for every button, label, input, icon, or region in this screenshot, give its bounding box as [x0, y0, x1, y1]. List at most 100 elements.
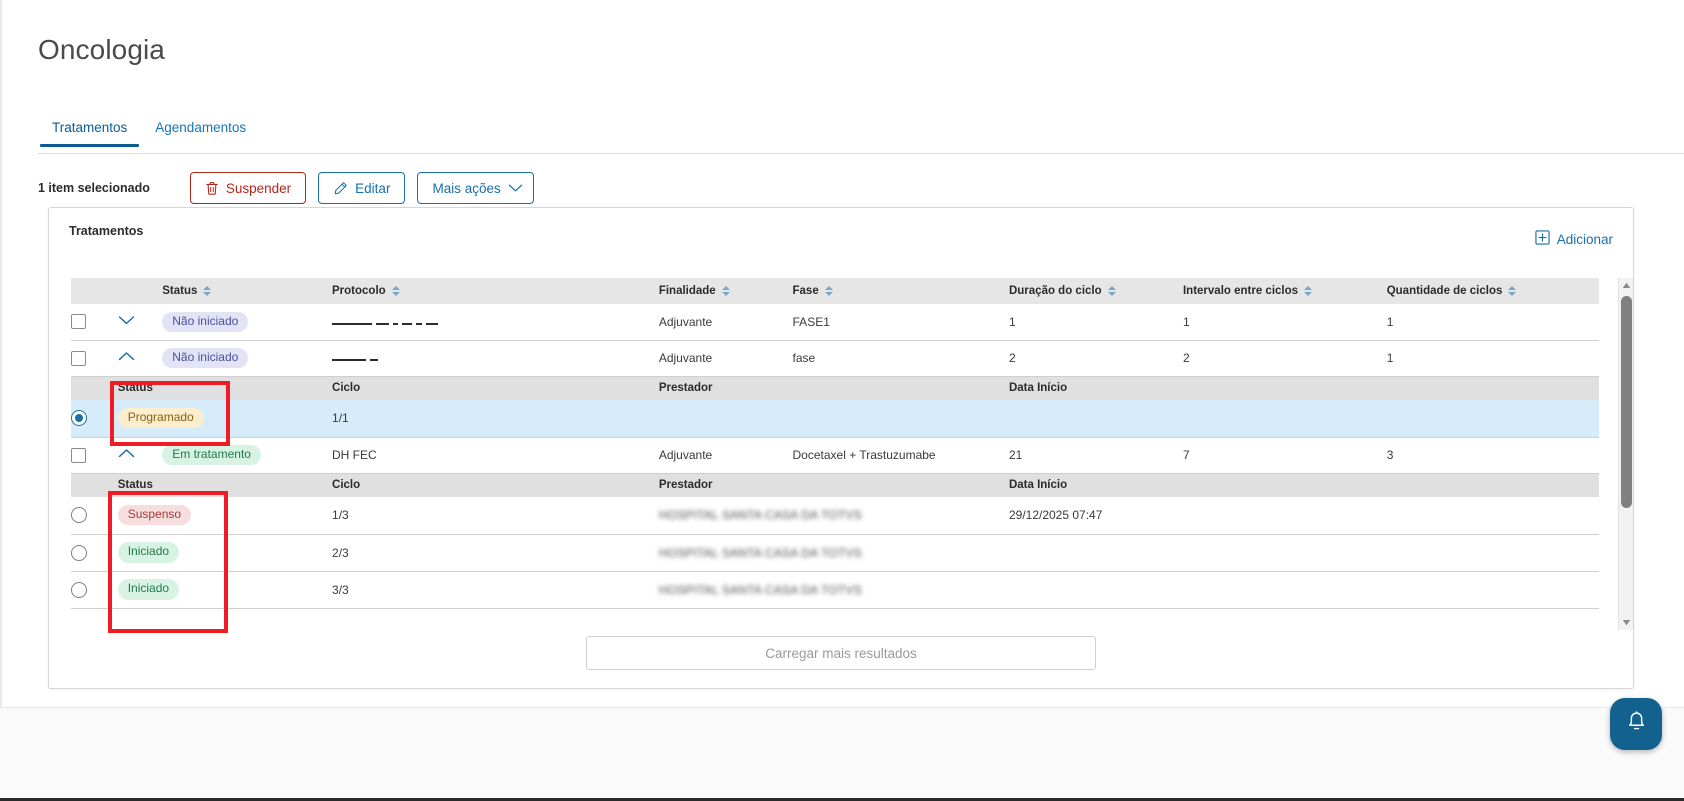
notifications-button[interactable] — [1610, 698, 1662, 750]
row-fase-cell: Docetaxel + Trastuzumabe — [792, 437, 1009, 474]
status-badge: Suspenso — [117, 505, 192, 526]
more-actions-label: Mais ações — [432, 180, 501, 196]
subtable-row[interactable]: Iniciado 3/3 HOSPITAL SANTA CASA DA TOTV… — [71, 571, 1599, 609]
plus-box-icon — [1535, 230, 1550, 248]
treatments-table-wrapper: Status Protocolo Final — [71, 278, 1613, 628]
chevron-up-icon[interactable] — [118, 351, 135, 362]
sort-icon[interactable] — [1304, 285, 1313, 297]
table-body: Não iniciado Adjuvante — [71, 304, 1599, 609]
sort-icon[interactable] — [721, 285, 730, 297]
row-expand-cell — [117, 340, 163, 377]
sort-icon[interactable] — [1107, 285, 1116, 297]
col-status[interactable]: Status — [162, 278, 333, 304]
pencil-icon — [333, 181, 348, 196]
sub-radio-cell — [71, 497, 118, 535]
table-row[interactable]: Não iniciado Adjuvante fase 2 2 1 — [71, 340, 1599, 377]
prestador-redacted: HOSPITAL SANTA CASA DA TOTVS — [658, 545, 862, 560]
col-intervalo-label: Intervalo entre ciclos — [1182, 285, 1299, 297]
row-checkbox[interactable] — [71, 314, 86, 330]
protocolo-redacted — [332, 322, 439, 326]
chevron-down-icon — [508, 183, 523, 193]
col-intervalo[interactable]: Intervalo entre ciclos — [1182, 278, 1387, 304]
sort-icon[interactable] — [391, 285, 400, 297]
sub-col-status: Status — [117, 376, 333, 400]
sub-ciclo-cell: 1/3 — [332, 497, 659, 535]
col-status-label: Status — [162, 285, 198, 297]
table-row[interactable]: Não iniciado Adjuvante — [71, 304, 1599, 341]
sub-radio-cell — [71, 534, 118, 572]
add-button[interactable]: Adicionar — [1535, 230, 1613, 248]
subtable-row[interactable]: Programado 1/1 — [71, 400, 1599, 438]
sub-ciclo-cell: 1/1 — [332, 400, 659, 438]
subtable-header-row: Status Ciclo Prestador Data Início — [71, 473, 1599, 497]
row-expand-cell — [117, 437, 163, 474]
row-intervalo-cell: 1 — [1182, 304, 1387, 341]
row-finalidade-cell: Adjuvante — [658, 304, 793, 341]
table-row[interactable]: Em tratamento DH FEC Adjuvante Docetaxel… — [71, 437, 1599, 474]
card-title: Tratamentos — [69, 224, 144, 238]
sub-col-ciclo: Ciclo — [332, 376, 659, 400]
col-fase-label: Fase — [792, 285, 819, 297]
sort-icon[interactable] — [1508, 285, 1517, 297]
table-header-row: Status Protocolo Final — [71, 278, 1599, 304]
tabs-divider — [38, 153, 1684, 154]
row-quantidade-cell: 1 — [1386, 340, 1599, 377]
sub-row-radio[interactable] — [71, 581, 87, 598]
prestador-redacted: HOSPITAL SANTA CASA DA TOTVS — [658, 508, 862, 523]
sub-prestador-cell: HOSPITAL SANTA CASA DA TOTVS — [658, 571, 1009, 609]
sub-data-cell: 29/12/2025 07:47 — [1008, 497, 1599, 535]
subtable-row[interactable]: Iniciado 2/3 HOSPITAL SANTA CASA DA TOTV… — [71, 534, 1599, 572]
sub-status-cell: Iniciado — [117, 571, 333, 609]
subtable-row[interactable]: Suspenso 1/3 HOSPITAL SANTA CASA DA TOTV… — [71, 497, 1599, 535]
edit-button[interactable]: Editar — [318, 172, 406, 204]
scroll-down-arrow-icon[interactable] — [1619, 615, 1634, 630]
load-more-button[interactable]: Carregar mais resultados — [586, 636, 1096, 670]
row-fase-cell: FASE1 — [792, 304, 1009, 341]
scroll-up-arrow-icon[interactable] — [1619, 278, 1634, 293]
col-fase[interactable]: Fase — [792, 278, 1009, 304]
more-actions-button[interactable]: Mais ações — [417, 172, 534, 204]
sort-icon[interactable] — [203, 285, 212, 297]
tab-tratamentos[interactable]: Tratamentos — [38, 120, 141, 147]
protocolo-redacted — [332, 359, 379, 362]
status-badge: Não iniciado — [162, 347, 249, 369]
row-checkbox[interactable] — [71, 447, 86, 463]
col-protocolo[interactable]: Protocolo — [332, 278, 659, 304]
row-finalidade-cell: Adjuvante — [658, 340, 793, 377]
sort-icon[interactable] — [824, 285, 833, 297]
sub-row-radio[interactable] — [71, 507, 87, 524]
col-expand — [117, 278, 163, 304]
bell-icon — [1626, 710, 1647, 738]
row-duracao-cell: 21 — [1008, 437, 1183, 474]
chevron-down-icon[interactable] — [118, 315, 135, 326]
scrollbar-thumb[interactable] — [1621, 296, 1632, 508]
chevron-up-icon[interactable] — [118, 448, 135, 459]
row-expand-cell — [117, 304, 163, 341]
col-quantidade[interactable]: Quantidade de ciclos — [1386, 278, 1599, 304]
sub-ciclo-cell: 3/3 — [332, 571, 659, 609]
status-badge: Iniciado — [117, 542, 180, 563]
row-status-cell: Em tratamento — [162, 437, 333, 474]
col-finalidade[interactable]: Finalidade — [658, 278, 793, 304]
subtable-header-row: Status Ciclo Prestador Data Início — [71, 376, 1599, 400]
sub-status-cell: Suspenso — [117, 497, 333, 535]
sub-data-cell — [1008, 400, 1599, 438]
sub-row-radio[interactable] — [71, 410, 87, 427]
tab-agendamentos[interactable]: Agendamentos — [155, 120, 247, 135]
sub-data-cell — [1008, 534, 1599, 572]
sub-row-radio[interactable] — [71, 544, 87, 561]
table-header: Status Protocolo Final — [71, 278, 1599, 304]
row-intervalo-cell: 2 — [1182, 340, 1387, 377]
row-quantidade-cell: 3 — [1386, 437, 1599, 474]
table-vertical-scrollbar[interactable] — [1618, 278, 1633, 630]
suspend-button[interactable]: Suspender — [189, 172, 307, 204]
bottom-edge — [0, 798, 1684, 801]
sub-col-radio — [71, 473, 118, 497]
tab-bar: Tratamentos Agendamentos — [38, 120, 1684, 154]
sub-data-cell — [1008, 571, 1599, 609]
col-duracao[interactable]: Duração do ciclo — [1008, 278, 1183, 304]
action-bar: 1 item selecionado Suspender Editar Mais… — [38, 165, 534, 211]
sub-radio-cell — [71, 400, 118, 438]
row-checkbox[interactable] — [71, 350, 86, 366]
